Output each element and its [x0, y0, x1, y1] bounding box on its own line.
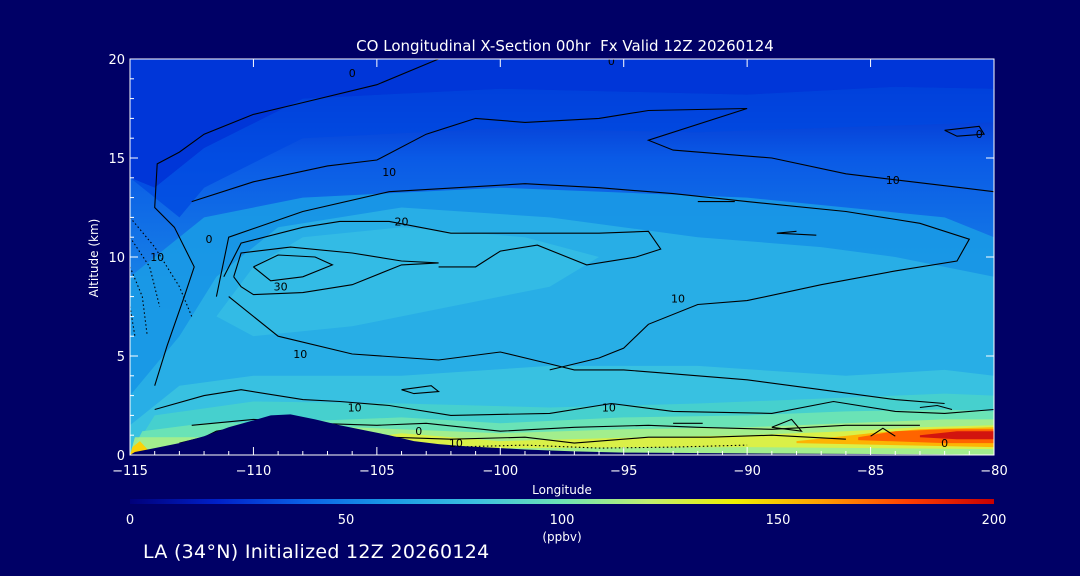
contour-label: 0 — [976, 128, 983, 141]
contour-line-0 — [154, 59, 439, 386]
contour-line-dotted-3 — [130, 306, 136, 337]
concentration-band-2 — [216, 227, 599, 337]
contour-line-14 — [776, 230, 817, 236]
contour-label: 10 — [602, 402, 616, 415]
contour-line-7 — [154, 389, 994, 416]
contour-label: 10 — [449, 437, 463, 450]
contour-label: 10 — [293, 348, 307, 361]
colorbar-unit: (ppbv) — [542, 530, 581, 544]
x-tick-label: −90 — [733, 464, 760, 479]
y-tick-label: 0 — [117, 449, 125, 464]
contour-line-15 — [944, 125, 986, 137]
x-tick-label: −105 — [359, 464, 395, 479]
colorbar-strip — [130, 499, 994, 504]
contour-label: 10 — [886, 174, 900, 187]
colorbar-tick-labels: 0 50 100 150 200 — [126, 513, 1007, 528]
chart-title: CO Longitudinal X-Section 00hr Fx Valid … — [356, 37, 774, 55]
contour-line-12 — [401, 385, 441, 395]
x-tick-label: −80 — [980, 464, 1007, 479]
contour-line-4 — [233, 246, 439, 296]
contour-label: 30 — [274, 281, 288, 294]
contour-label: 10 — [671, 293, 685, 306]
contour-label: 10 — [382, 166, 396, 179]
contour-line-dotted-2 — [130, 266, 148, 337]
contour-label: 0 — [349, 67, 356, 80]
plot-area: 0 0 10 10 0 20 10 0 30 10 10 10 10 0 10 0 — [130, 55, 994, 455]
y-tick-label: 10 — [108, 251, 125, 266]
contour-line-2 — [215, 183, 971, 371]
contour-line-13 — [771, 418, 803, 432]
x-axis: −115 −110 −105 −100 −95 −90 −85 −80 — [112, 59, 1008, 479]
contour-label: 0 — [206, 233, 213, 246]
colorbar-tick-label: 200 — [982, 513, 1007, 528]
y-axis-label: Altitude (km) — [87, 219, 101, 298]
colorbar-tick-label: 100 — [550, 513, 575, 528]
concentration-band-10 — [919, 431, 994, 440]
y-tick-label: 20 — [108, 53, 125, 68]
y-tick-label: 5 — [117, 350, 125, 365]
colorbar-tick-label: 0 — [126, 513, 134, 528]
contour-line-dotted-0 — [130, 217, 193, 317]
y-axis: 0 5 10 15 20 — [108, 53, 994, 464]
x-tick-label: −115 — [112, 464, 148, 479]
terrain-silhouette — [130, 414, 994, 455]
contour-line-3 — [223, 220, 662, 278]
contour-line-1 — [191, 107, 994, 203]
concentration-band-13 — [130, 86, 994, 218]
contour-label: 0 — [941, 437, 948, 450]
colorbar-tick-label: 50 — [338, 513, 355, 528]
contour-line-dotted-4 — [450, 444, 748, 449]
contour-label: 0 — [608, 55, 615, 68]
contour-label: 20 — [395, 215, 409, 228]
contour-line-6 — [228, 296, 945, 405]
x-tick-label: −110 — [236, 464, 272, 479]
footer-initialized-text: LA (34°N) Initialized 12Z 20260124 — [143, 541, 490, 563]
contour-labels: 0 0 10 10 0 20 10 0 30 10 10 10 10 0 10 0 — [150, 55, 983, 450]
x-axis-label: Longitude — [532, 483, 592, 497]
colorbar: 0 50 100 150 200 (ppbv) — [126, 499, 1007, 544]
y-tick-label: 15 — [108, 152, 125, 167]
colorbar-tick-label: 150 — [766, 513, 791, 528]
x-tick-label: −85 — [857, 464, 884, 479]
x-tick-label: −100 — [482, 464, 518, 479]
contour-line-16 — [870, 427, 896, 437]
contour-line-5 — [253, 254, 334, 282]
contour-label: 10 — [348, 402, 362, 415]
concentration-band-12 — [130, 59, 994, 188]
contour-label: 10 — [150, 251, 164, 264]
x-tick-label: −95 — [610, 464, 637, 479]
contour-label: 0 — [415, 425, 422, 438]
contour-line-17 — [919, 404, 953, 411]
contour-line-10 — [389, 434, 846, 444]
